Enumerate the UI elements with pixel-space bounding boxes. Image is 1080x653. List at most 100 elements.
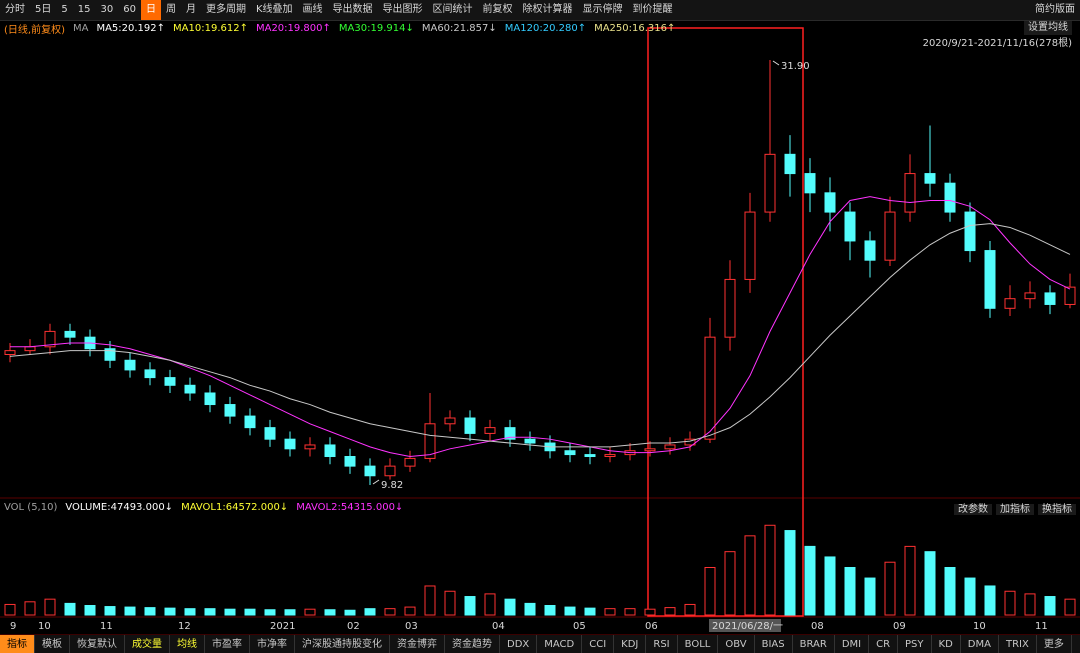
indicator-tab[interactable]: 均线 <box>170 635 205 653</box>
candle-body <box>524 438 536 444</box>
indicator-tab[interactable]: RSI <box>646 635 678 653</box>
date-label: 11 <box>100 621 113 632</box>
toolbar-item[interactable]: 导出数据 <box>332 4 373 15</box>
indicator-tab[interactable]: BRAR <box>793 635 835 653</box>
toolbar-item[interactable]: 5日 <box>35 4 52 15</box>
ma-line <box>10 196 1071 458</box>
indicator-tab[interactable]: 成交量 <box>125 635 170 653</box>
volume-bar <box>564 606 576 616</box>
indicator-tab[interactable]: 指标 <box>0 635 35 653</box>
toolbar-item[interactable]: 日 <box>140 0 161 20</box>
date-label: 02 <box>347 621 360 632</box>
indicator-tab[interactable]: OBV <box>718 635 755 653</box>
candle-body <box>44 330 56 348</box>
volume-bar <box>964 577 976 616</box>
toolbar-item[interactable]: 显示停牌 <box>582 4 623 15</box>
toolbar-item[interactable]: 30 <box>100 4 114 15</box>
indicator-tab[interactable]: DMA <box>961 635 999 653</box>
indicator-tab[interactable]: KD <box>932 635 961 653</box>
toolbar-item[interactable]: 导出图形 <box>382 4 423 15</box>
candle-body <box>764 153 776 213</box>
indicator-tab[interactable]: BIAS <box>755 635 793 653</box>
indicator-tab[interactable]: MACD <box>537 635 583 653</box>
toolbar-item[interactable]: 到价提醒 <box>632 4 673 15</box>
pointer <box>772 60 780 66</box>
ma-legend-item: MA10:19.612↑ <box>173 22 248 34</box>
indicator-tab[interactable]: BOLL <box>678 635 719 653</box>
candle-body <box>1064 286 1076 305</box>
high-label: 31.90 <box>781 61 810 72</box>
indicator-tab[interactable]: 市净率 <box>250 635 295 653</box>
volume-bar <box>484 593 496 616</box>
date-label: 05 <box>573 621 586 632</box>
vol-button[interactable]: 加指标 <box>996 503 1034 515</box>
indicator-tab[interactable]: PSY <box>898 635 932 653</box>
volume-bar <box>864 577 876 616</box>
date-label: 2021 <box>270 621 295 632</box>
volume-bar <box>784 530 796 616</box>
indicator-tab[interactable]: TRIX <box>999 635 1037 653</box>
candle-body <box>824 192 836 213</box>
volume-bar <box>524 602 536 616</box>
volume-bar <box>984 585 996 616</box>
date-label: 10 <box>38 621 51 632</box>
indicator-tab[interactable]: DDX <box>500 635 538 653</box>
indicator-tab[interactable]: 资金趋势 <box>445 635 500 653</box>
toolbar-item[interactable]: 15 <box>77 4 91 15</box>
indicator-tab[interactable]: 沪深股通持股变化 <box>295 635 390 653</box>
setting-button[interactable]: 设置均线 <box>1024 21 1072 35</box>
toolbar-item[interactable]: 周 <box>165 4 176 15</box>
candle-body <box>664 444 676 450</box>
ma-legend-item: MA120:20.280↑ <box>504 22 587 34</box>
vol-button[interactable]: 换指标 <box>1038 503 1076 515</box>
candle-body <box>424 423 436 459</box>
toolbar-item[interactable]: 5 <box>61 4 68 15</box>
volume-bar <box>124 606 136 616</box>
indicator-tab[interactable]: 市盈率 <box>205 635 250 653</box>
volume-bar <box>4 603 16 616</box>
candle-body <box>864 240 876 261</box>
toolbar-item[interactable]: 分时 <box>5 4 25 15</box>
indicator-tab[interactable]: 更多 <box>1037 635 1072 653</box>
volume-bar <box>224 608 236 616</box>
candle-body <box>104 348 116 361</box>
candle-body <box>844 211 856 242</box>
volume-bar <box>324 609 336 616</box>
candle-body <box>244 415 256 429</box>
indicator-tab[interactable]: DMI <box>835 635 870 653</box>
indicator-tab[interactable]: KDJ <box>614 635 647 653</box>
toolbar-item[interactable]: 区间统计 <box>432 4 473 15</box>
indicator-tab[interactable]: CR <box>869 635 899 653</box>
volume-bar <box>704 567 716 616</box>
date-label: 03 <box>405 621 418 632</box>
toolbar-item[interactable]: 更多周期 <box>205 4 246 15</box>
indicator-tab[interactable]: CCI <box>582 635 615 653</box>
candle-body <box>564 450 576 456</box>
toolbar-item[interactable]: K线叠加 <box>255 4 293 15</box>
vol-button[interactable]: 改参数 <box>954 503 992 515</box>
volume-bar <box>884 561 896 616</box>
volume-bar <box>244 608 256 616</box>
toolbar-item[interactable]: 月 <box>185 4 196 15</box>
toolbar-right[interactable]: 简约版面 <box>1035 4 1075 15</box>
date-highlight <box>709 619 781 632</box>
toolbar-item[interactable]: 60 <box>123 4 136 15</box>
date-label: 12 <box>178 621 191 632</box>
indicator-tab[interactable]: 模板 <box>35 635 70 653</box>
date-label: 11 <box>1035 621 1048 632</box>
indicator-tab[interactable]: 资金博弈 <box>390 635 445 653</box>
volume-bar <box>1004 590 1016 616</box>
candle-body <box>724 278 736 338</box>
toolbar-item[interactable]: 画线 <box>302 4 323 15</box>
toolbar-item[interactable]: 除权计算器 <box>522 4 573 15</box>
candle-body <box>464 417 476 434</box>
candle-body <box>384 465 396 477</box>
volume-bar <box>624 608 636 616</box>
volume-bar <box>844 567 856 616</box>
ma-legend-item: MA30:19.914↓ <box>338 22 414 34</box>
volume-bar <box>164 607 176 616</box>
toolbar-item[interactable]: 前复权 <box>482 4 513 15</box>
date-label: 09 <box>893 621 906 632</box>
candle-body <box>604 454 616 458</box>
indicator-tab[interactable]: 恢复默认 <box>70 635 125 653</box>
